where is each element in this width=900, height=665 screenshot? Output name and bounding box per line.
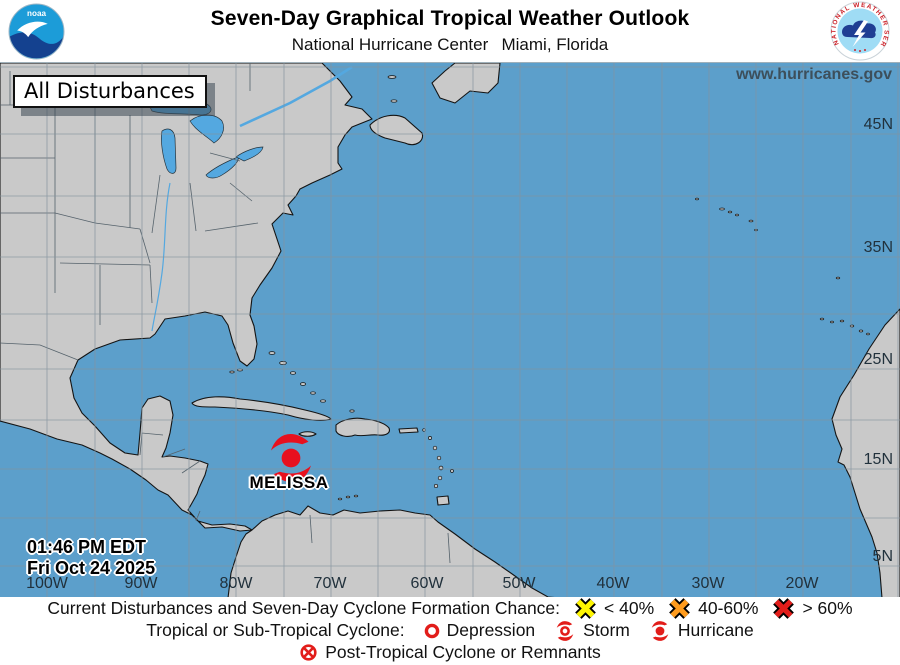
lon-label-70w: 70W — [313, 575, 347, 592]
all-disturbances-overlay[interactable]: All Disturbances — [13, 75, 207, 108]
storm-label: Storm — [583, 620, 630, 640]
land-south-america — [227, 505, 555, 597]
land-jamaica — [298, 431, 317, 437]
header: noaa Seven-Day Graphical Tropical Weathe… — [0, 0, 900, 62]
small-islands — [229, 75, 870, 501]
lat-label-45n: 45N — [863, 116, 893, 133]
storm-icon — [556, 620, 574, 641]
lake-huron — [189, 114, 224, 144]
depression-icon — [424, 623, 439, 638]
hurricane-icon — [651, 620, 669, 641]
lon-label-30w: 30W — [691, 575, 725, 592]
lake-michigan — [161, 128, 177, 174]
lon-label-100w: 100W — [26, 575, 68, 592]
land-trinidad — [436, 495, 450, 506]
st-lawrence-river — [239, 65, 353, 128]
hurricanes-gov-watermark: www.hurricanes.gov — [736, 66, 892, 83]
hurricane-marker[interactable] — [271, 434, 311, 482]
timestamp-date: Fri Oct 24 2025 — [27, 558, 156, 578]
post-tropical-label: Post-Tropical Cyclone or Remnants — [325, 642, 601, 662]
formation-chance-label: Current Disturbances and Seven-Day Cyclo… — [47, 598, 561, 618]
page-subtitle: National Hurricane Center Miami, Florida — [291, 35, 609, 54]
lon-label-20w: 20W — [785, 575, 819, 592]
lon-label-60w: 60W — [410, 575, 444, 592]
graticule — [0, 63, 900, 597]
noaa-logo-text: noaa — [27, 9, 46, 18]
noaa-logo: noaa — [8, 3, 65, 60]
timestamp-time: 01:46 PM EDT — [27, 537, 147, 557]
high-chance-x-icon — [773, 598, 795, 619]
land-north-america — [0, 63, 373, 532]
legend: Current Disturbances and Seven-Day Cyclo… — [0, 597, 900, 665]
lat-label-15n: 15N — [863, 451, 893, 468]
medium-chance-label: 40-60% — [698, 598, 759, 618]
depression-label: Depression — [446, 620, 536, 640]
landmasses — [0, 63, 900, 597]
timestamp: 01:46 PM EDT Fri Oct 24 2025 — [27, 537, 155, 579]
post-tropical-icon — [300, 644, 317, 661]
lat-label-35n: 35N — [863, 239, 893, 256]
legend-row-formation-chance: Current Disturbances and Seven-Day Cyclo… — [0, 598, 900, 619]
cyclone-types-label: Tropical or Sub-Tropical Cyclone: — [146, 620, 405, 640]
medium-chance-x-icon — [669, 598, 691, 619]
land-africa — [831, 308, 900, 597]
rivers — [151, 65, 353, 332]
hurricane-label: Hurricane — [677, 620, 754, 640]
land-puerto-rico — [398, 427, 419, 434]
page-title: Seven-Day Graphical Tropical Weather Out… — [210, 7, 690, 30]
nws-logo: NATIONAL WEATHER SERVICE — [830, 1, 890, 61]
lon-label-40w: 40W — [596, 575, 630, 592]
land-nova-scotia — [369, 114, 424, 146]
lake-ontario — [235, 146, 264, 162]
lake-erie — [205, 156, 239, 179]
land-hispaniola — [335, 417, 390, 437]
high-chance-label: > 60% — [802, 598, 853, 618]
legend-row-post-tropical: Post-Tropical Cyclone or Remnants — [0, 642, 900, 663]
lat-label-25n: 25N — [863, 351, 893, 368]
mississippi-river — [151, 182, 171, 332]
basemap — [0, 63, 900, 597]
atlantic-outlook-map[interactable]: All Disturbances www.hurricanes.gov 01:4… — [0, 62, 900, 597]
lat-label-5n: 5N — [872, 548, 893, 565]
storm-name-label[interactable]: MELISSA — [249, 473, 329, 492]
low-chance-label: < 40% — [604, 598, 655, 618]
low-chance-x-icon — [575, 598, 596, 619]
lon-label-80w: 80W — [219, 575, 253, 592]
lon-label-90w: 90W — [124, 575, 158, 592]
legend-row-cyclone-types: Tropical or Sub-Tropical Cyclone: Depres… — [0, 620, 900, 641]
lon-label-50w: 50W — [502, 575, 536, 592]
